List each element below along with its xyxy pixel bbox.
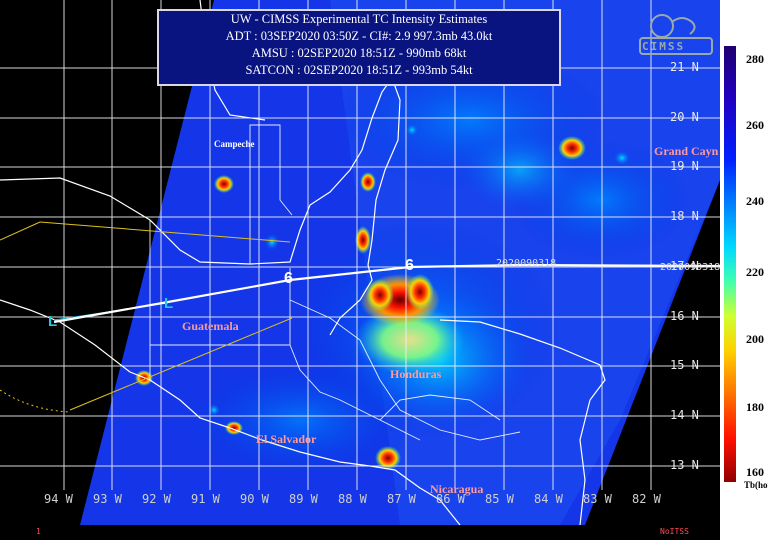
lon-label-93w: 93 W [93, 492, 122, 506]
colorbar-panel: 280 260 240 220 200 180 160 Tb(horz) [720, 0, 768, 540]
colorbar-tick-160: 160 [746, 465, 764, 479]
lon-label-89w: 89 W [289, 492, 318, 506]
lat-label-15n: 15 N [670, 358, 699, 372]
infobox-title: UW - CIMSS Experimental TC Intensity Est… [230, 12, 488, 26]
cimss-logo-icon [639, 14, 713, 55]
lon-label-86w: 86 W [436, 492, 465, 506]
cone-marker-2: L [164, 295, 174, 312]
place-el-salvador: El Salvador [256, 432, 317, 446]
lat-label-18n: 18 N [670, 209, 699, 223]
intensity-estimates-box: UW - CIMSS Experimental TC Intensity Est… [157, 9, 561, 86]
lon-label-88w: 88 W [338, 492, 367, 506]
lat-label-16n: 16 N [670, 309, 699, 323]
lon-label-84w: 84 W [534, 492, 563, 506]
storm-track-line [53, 263, 720, 324]
footer-right-mark: NoITSS [660, 527, 689, 536]
place-campeche: Campeche [214, 139, 255, 149]
logo-text: CIMSS [642, 40, 686, 53]
pass-time-label-1: 2020090318 [496, 258, 557, 269]
lon-label-85w: 85 W [485, 492, 514, 506]
lat-label-21n: 21 N [670, 60, 699, 74]
colorbar-tick-180: 180 [746, 400, 764, 414]
lat-label-14n: 14 N [670, 408, 699, 422]
coastlines [0, 0, 606, 526]
storm-symbol-2: 6 [405, 257, 414, 274]
colorbar-tick-260: 260 [746, 118, 764, 132]
amsu-estimate: AMSU : 02SEP2020 18:51Z - 990mb 68kt [251, 46, 467, 60]
colorbar-tick-200: 200 [746, 332, 764, 346]
lon-label-82w: 82 W [632, 492, 661, 506]
place-nicaragua: Nicaragua [430, 482, 484, 496]
footer-left-mark: 1 [36, 527, 41, 536]
lon-label-87w: 87 W [387, 492, 416, 506]
satcon-estimate: SATCON : 02SEP2020 18:51Z - 993mb 54kt [245, 63, 473, 77]
colorbar-tick-240: 240 [746, 194, 764, 208]
pass-time-label-2: 2020090318 [660, 262, 721, 273]
lon-label-92w: 92 W [142, 492, 171, 506]
colorbar-tick-280: 280 [746, 52, 764, 66]
colorbar-tick-220: 220 [746, 265, 764, 279]
lon-label-83w: 83 W [583, 492, 612, 506]
microwave-imagery-map [0, 0, 720, 526]
storm-symbol-1: 6 [284, 270, 293, 287]
place-grand-cayman: Grand Cayn [654, 144, 719, 158]
lat-label-13n: 13 N [670, 458, 699, 472]
place-honduras: Honduras [390, 367, 442, 381]
lat-label-20n: 20 N [670, 110, 699, 124]
forecast-cone-lines [0, 221, 293, 413]
lon-label-91w: 91 W [191, 492, 220, 506]
political-borders [149, 124, 521, 441]
lon-label-90w: 90 W [240, 492, 269, 506]
colorbar-gradient [724, 46, 736, 482]
adt-estimate: ADT : 03SEP2020 03:50Z - CI#: 2.9 997.3m… [225, 29, 493, 43]
lat-label-17n: 17 N [670, 259, 699, 273]
place-guatemala: Guatemala [182, 319, 239, 333]
cone-marker-1: L [48, 313, 58, 330]
colorbar-unit: Tb(horz) [744, 480, 768, 490]
lat-label-19n: 19 N [670, 159, 699, 173]
lon-label-94w: 94 W [44, 492, 73, 506]
